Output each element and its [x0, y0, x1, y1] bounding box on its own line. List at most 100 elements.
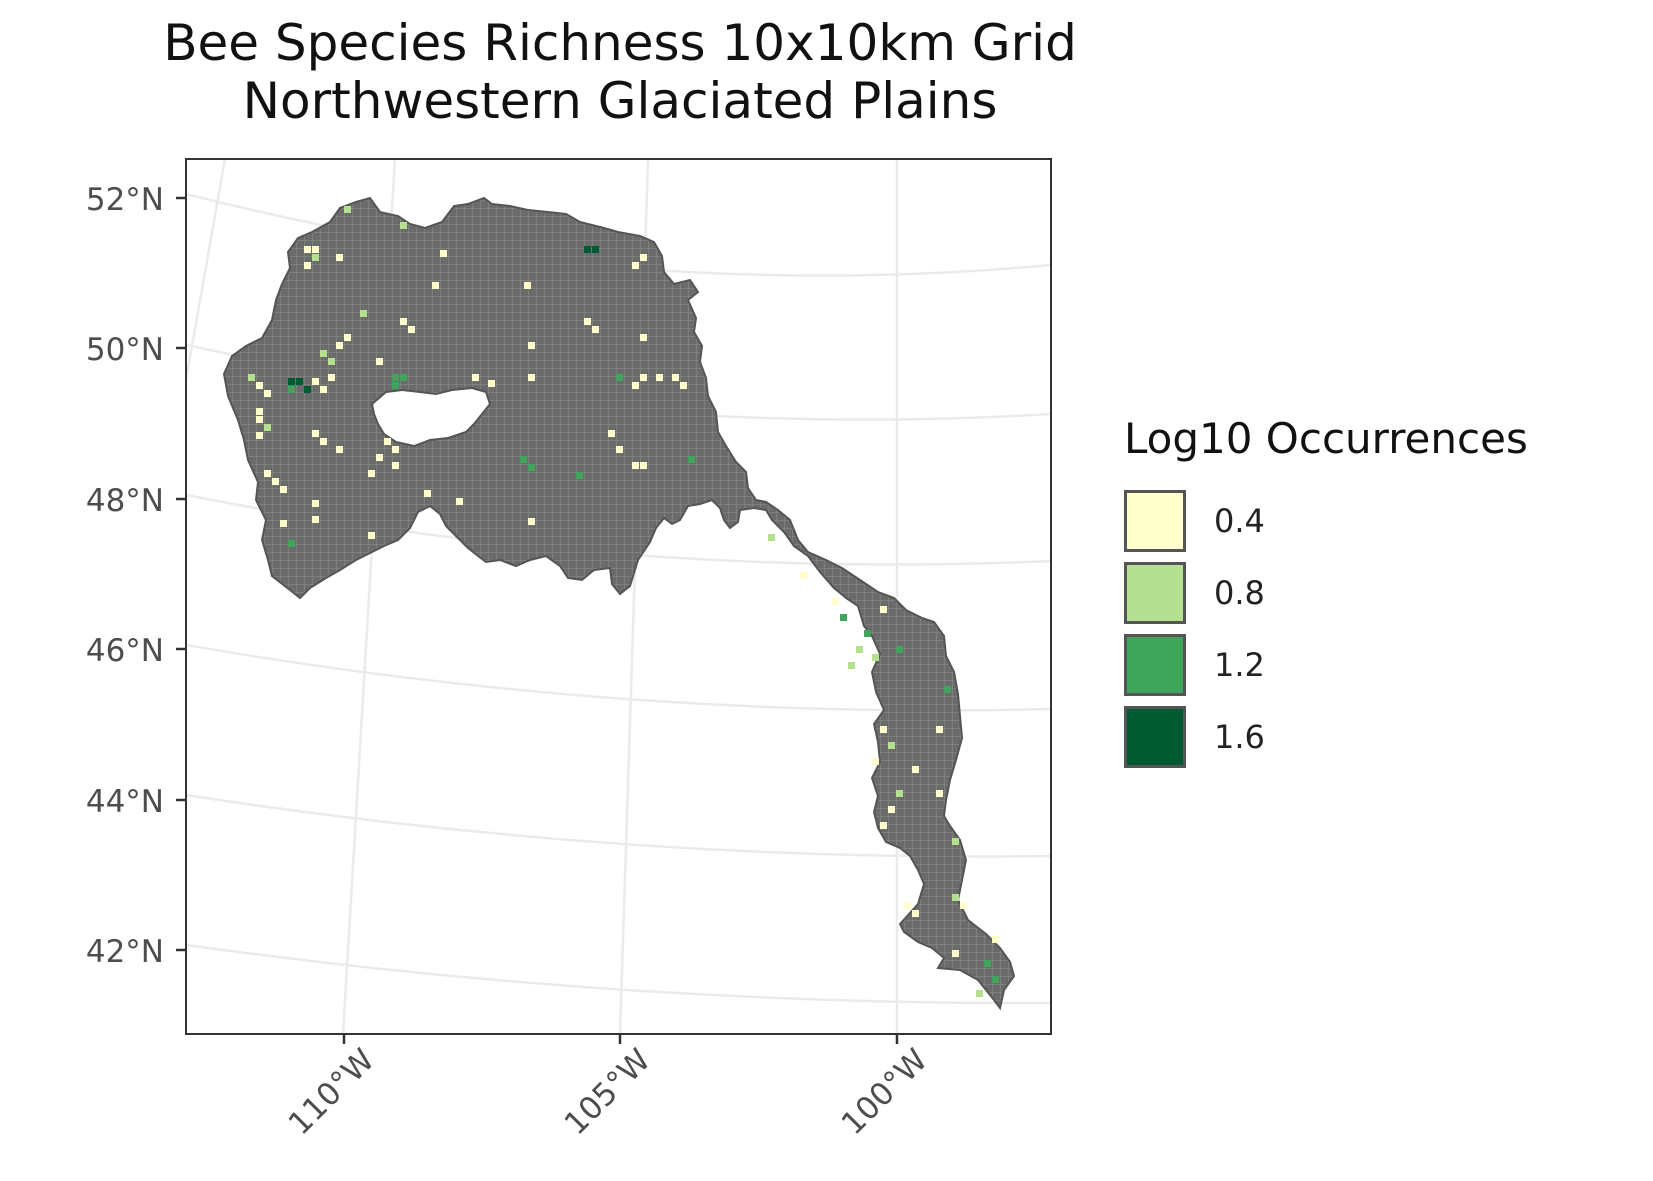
- legend-key-0-8: [1124, 562, 1186, 624]
- occurrence-cell: [288, 540, 295, 547]
- occurrence-cell: [304, 246, 311, 253]
- ecoregion-polygon: [222, 196, 1016, 1011]
- occurrence-cell: [392, 462, 399, 469]
- occurrence-cell: [256, 432, 263, 439]
- occurrence-cell: [912, 910, 919, 917]
- occurrence-cell: [392, 446, 399, 453]
- legend-item: 0.8: [1124, 557, 1528, 629]
- legend-item: 1.2: [1124, 629, 1528, 701]
- occurrence-cell: [288, 386, 295, 393]
- occurrence-cell: [936, 790, 943, 797]
- occurrence-cell: [992, 936, 999, 943]
- occurrence-cell: [312, 246, 319, 253]
- legend-label-0-4: 0.4: [1214, 502, 1265, 540]
- occurrence-cell: [392, 382, 399, 389]
- occurrence-cell: [880, 726, 887, 733]
- occurrence-cell: [872, 654, 879, 661]
- occurrence-cell: [384, 438, 391, 445]
- lon-label-100: 100°W: [835, 1042, 935, 1142]
- occurrence-cell: [584, 318, 591, 325]
- occurrence-cell: [992, 976, 999, 983]
- occurrence-cell: [336, 342, 343, 349]
- occurrence-cell: [672, 374, 679, 381]
- occurrence-cell: [256, 382, 263, 389]
- occurrence-cell: [608, 430, 615, 437]
- occurrence-cell: [288, 378, 295, 385]
- lon-label-110: 110°W: [282, 1042, 382, 1142]
- occurrence-cell: [304, 386, 311, 393]
- occurrence-cell: [632, 262, 639, 269]
- occurrence-cell: [912, 766, 919, 773]
- occurrence-cell: [584, 246, 591, 253]
- occurrence-cell: [320, 386, 327, 393]
- graticule-lat-42: [186, 943, 1051, 1005]
- occurrence-cell: [896, 646, 903, 653]
- occurrence-cell: [976, 990, 983, 997]
- latitude-axis: 52°N 50°N 48°N 46°N 44°N 42°N: [86, 182, 186, 970]
- occurrence-cell: [320, 350, 327, 357]
- legend: Log10 Occurrences 0.4 0.8 1.2 1.6: [1124, 414, 1528, 773]
- occurrence-cell: [440, 250, 447, 257]
- legend-item: 0.4: [1124, 485, 1528, 557]
- occurrence-cell: [320, 438, 327, 445]
- occurrence-cell: [768, 534, 775, 541]
- occurrence-cell: [336, 254, 343, 261]
- occurrence-cell: [328, 374, 335, 381]
- lat-label-42: 42°N: [86, 934, 164, 970]
- occurrence-cell: [520, 456, 527, 463]
- map-title-line-2: Northwestern Glaciated Plains: [242, 72, 998, 130]
- occurrence-cell: [312, 254, 319, 261]
- occurrence-cell: [312, 500, 319, 507]
- occurrence-cell: [880, 606, 887, 613]
- occurrence-cell: [656, 374, 663, 381]
- occurrence-cell: [264, 470, 271, 477]
- map-panel-border: [185, 158, 1052, 1035]
- occurrence-cell: [312, 516, 319, 523]
- occurrence-cell: [936, 726, 943, 733]
- occurrence-cell: [888, 806, 895, 813]
- occurrence-cell: [432, 282, 439, 289]
- occurrence-cell: [524, 282, 531, 289]
- occurrence-cell: [984, 960, 991, 967]
- occurrence-cell: [368, 470, 375, 477]
- occurrence-cell: [528, 342, 535, 349]
- occurrence-cell: [896, 790, 903, 797]
- lat-label-46: 46°N: [86, 633, 164, 669]
- occurrence-cell: [872, 758, 879, 765]
- legend-item: 1.6: [1124, 701, 1528, 773]
- occurrence-cell: [344, 334, 351, 341]
- occurrence-cell: [960, 902, 967, 909]
- occurrence-cell: [248, 374, 255, 381]
- occurrence-cell: [376, 358, 383, 365]
- occurrence-cell: [848, 662, 855, 669]
- occurrence-cell: [280, 520, 287, 527]
- legend-label-1-6: 1.6: [1214, 718, 1265, 756]
- occurrence-cell: [336, 446, 343, 453]
- occurrence-cell: [264, 390, 271, 397]
- occurrence-cell: [400, 318, 407, 325]
- occurrence-cell: [904, 902, 911, 909]
- lat-label-50: 50°N: [86, 332, 164, 368]
- occurrence-cell: [472, 374, 479, 381]
- occurrence-cell: [368, 532, 375, 539]
- occurrence-cell: [944, 686, 951, 693]
- occurrence-cell: [800, 572, 807, 579]
- occurrence-cell: [528, 464, 535, 471]
- legend-label-1-2: 1.2: [1214, 646, 1265, 684]
- occurrence-cell: [256, 416, 263, 423]
- legend-key-1-2: [1124, 634, 1186, 696]
- occurrence-cell: [312, 430, 319, 437]
- occurrence-cell: [280, 486, 287, 493]
- occurrence-cell: [864, 630, 871, 637]
- occurrence-cell: [272, 478, 279, 485]
- lat-label-44: 44°N: [86, 784, 164, 820]
- occurrence-cell: [256, 408, 263, 415]
- occurrence-cell: [456, 498, 463, 505]
- occurrence-cell: [400, 374, 407, 381]
- occurrence-cell: [856, 646, 863, 653]
- occurrence-cell: [528, 518, 535, 525]
- graticule-lon-112: [186, 159, 227, 381]
- occurrence-cell: [640, 254, 647, 261]
- occurrence-cell: [952, 838, 959, 845]
